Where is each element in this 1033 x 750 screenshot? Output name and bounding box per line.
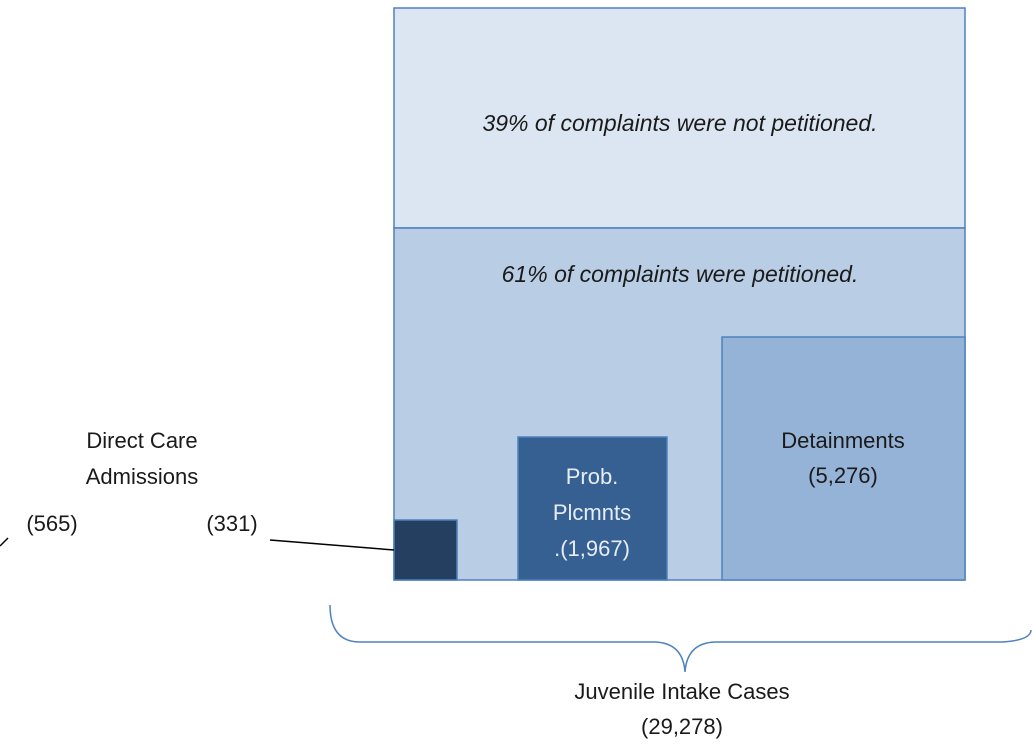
detainments-box — [721, 336, 966, 581]
callout-label: Direct Care — [86, 428, 197, 453]
not-petitioned-box — [393, 7, 966, 229]
box-label: Detainments — [781, 428, 905, 453]
total-count: (29,278) — [641, 714, 723, 739]
section-label: 61% of complaints were petitioned. — [502, 261, 859, 287]
probation-box — [517, 436, 668, 581]
box-label: Plcmnts — [553, 500, 631, 525]
callout-line — [269, 539, 395, 551]
callout-label: Admissions — [86, 464, 198, 489]
box-label: Prob. — [566, 464, 619, 489]
box-label: .(1,967) — [554, 536, 630, 561]
callout-line — [0, 537, 9, 547]
callout-label: (565) — [26, 511, 77, 536]
callout-label: (331) — [206, 511, 257, 536]
section-label: 39% of complaints were not petitioned. — [482, 110, 877, 136]
total-label: Juvenile Intake Cases — [574, 679, 789, 704]
box-label: (5,276) — [808, 463, 878, 488]
direct-care-box — [393, 519, 458, 581]
brace — [329, 604, 1032, 673]
